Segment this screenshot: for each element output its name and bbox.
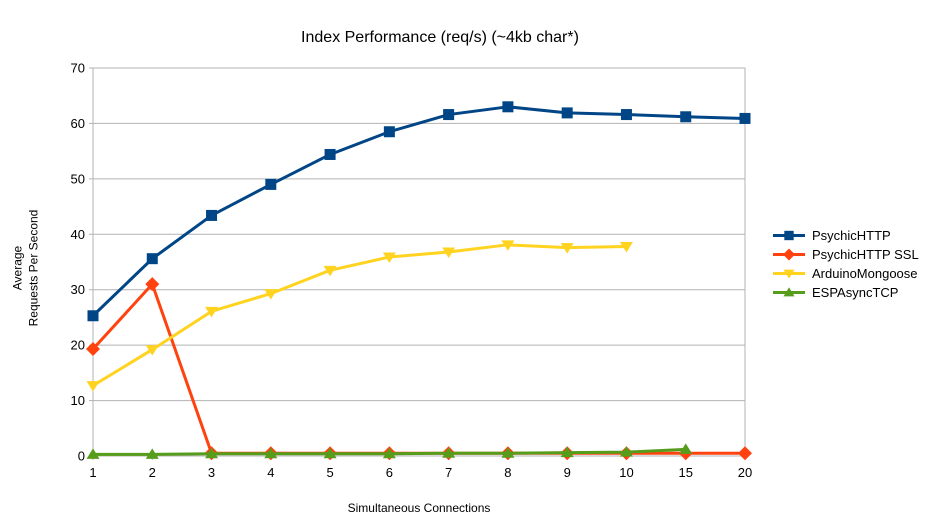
y-tick-label: 70	[71, 61, 85, 76]
data-point-marker	[561, 107, 573, 119]
y-tick-label: 40	[71, 227, 85, 242]
data-point-marker	[264, 289, 278, 300]
data-point-marker	[86, 448, 100, 459]
x-tick-label: 3	[208, 465, 215, 480]
series-line-psychichttp	[91, 105, 746, 317]
data-point-marker	[679, 443, 693, 454]
y-tick-label: 50	[71, 171, 85, 186]
legend-label-psychichttp: PsychicHTTP	[812, 228, 891, 243]
legend-item-psychichttp: PsychicHTTP	[772, 226, 919, 245]
y-tick-label: 20	[71, 338, 85, 353]
data-point-marker	[502, 101, 514, 113]
x-tick-label: 10	[619, 465, 633, 480]
x-tick-label: 7	[445, 465, 452, 480]
data-point-marker	[145, 277, 160, 292]
y-tick-label: 10	[71, 393, 85, 408]
data-point-marker	[619, 446, 633, 457]
series-psychichttp-ssl	[86, 277, 752, 461]
data-point-marker	[620, 109, 632, 121]
legend-label-espasynctcp: ESPAsyncTCP	[812, 285, 899, 300]
x-tick-label: 4	[267, 465, 274, 480]
data-point-marker	[86, 381, 100, 392]
data-point-marker	[264, 447, 278, 459]
data-point-marker	[560, 446, 574, 458]
x-tick-label: 15	[678, 465, 692, 480]
data-point-marker	[324, 148, 336, 160]
x-axis: 1 2 3 4 5 6 7 8 9 10 15 20	[89, 456, 752, 480]
legend-item-psychichttp-ssl: PsychicHTTP SSL	[772, 245, 919, 264]
series-psychichttp	[87, 101, 751, 322]
data-point-marker	[383, 126, 395, 138]
legend-item-arduinomongoose: ArduinoMongoose	[772, 264, 919, 283]
data-point-marker	[145, 448, 159, 459]
x-tick-label: 1	[89, 465, 96, 480]
series-arduinomongoose	[86, 240, 633, 392]
data-point-marker	[442, 247, 456, 259]
y-tick-label: 0	[78, 449, 85, 464]
legend-marker-psychichttp-ssl	[773, 248, 805, 261]
data-point-marker	[146, 253, 158, 265]
data-point-marker	[323, 447, 337, 459]
data-point-marker	[206, 209, 218, 221]
chart-title: Index Performance (req/s) (~4kb char*)	[301, 29, 579, 46]
gridlines: 0 10 20 30 40 50 60 70	[71, 61, 745, 464]
legend-label-psychichttp-ssl: PsychicHTTP SSL	[812, 247, 919, 262]
legend-item-espasynctcp: ESPAsyncTCP	[772, 283, 919, 302]
series-line-arduinomongoose	[92, 243, 627, 387]
data-point-marker	[560, 243, 574, 254]
y-tick-label: 60	[71, 116, 85, 131]
x-tick-label: 9	[564, 465, 571, 480]
data-point-marker	[738, 446, 752, 461]
x-tick-label: 5	[326, 465, 333, 480]
plot-border	[92, 67, 746, 457]
x-tick-label: 6	[386, 465, 393, 480]
y-tick-label: 30	[71, 282, 85, 297]
data-point-marker	[443, 109, 455, 121]
series-espasynctcp	[86, 443, 693, 459]
legend-marker-arduinomongoose	[773, 269, 805, 279]
legend-marker-espasynctcp	[773, 287, 805, 297]
data-point-marker	[265, 178, 277, 190]
data-point-marker	[501, 447, 515, 458]
x-tick-label: 20	[738, 465, 752, 480]
data-point-marker	[501, 240, 515, 251]
data-point-marker	[205, 306, 219, 318]
x-tick-label: 2	[149, 465, 156, 480]
x-tick-label: 8	[504, 465, 511, 480]
series-line-psychichttp-ssl	[91, 282, 745, 455]
data-point-marker	[739, 112, 751, 124]
data-point-marker	[680, 111, 692, 123]
data-point-marker	[382, 447, 396, 459]
data-point-marker	[323, 265, 337, 277]
x-axis-title: Simultaneous Connections	[347, 501, 491, 515]
data-point-marker	[442, 447, 456, 458]
data-point-marker	[87, 310, 99, 322]
data-point-marker	[145, 345, 159, 356]
data-point-marker	[619, 241, 633, 253]
data-point-marker	[382, 252, 396, 264]
data-point-marker	[205, 447, 219, 459]
data-point-marker	[86, 342, 100, 357]
legend: PsychicHTTP PsychicHTTP SSL ArduinoMongoos…	[772, 226, 919, 302]
legend-label-arduinomongoose: ArduinoMongoose	[812, 266, 918, 281]
legend-marker-psychichttp	[773, 230, 805, 241]
